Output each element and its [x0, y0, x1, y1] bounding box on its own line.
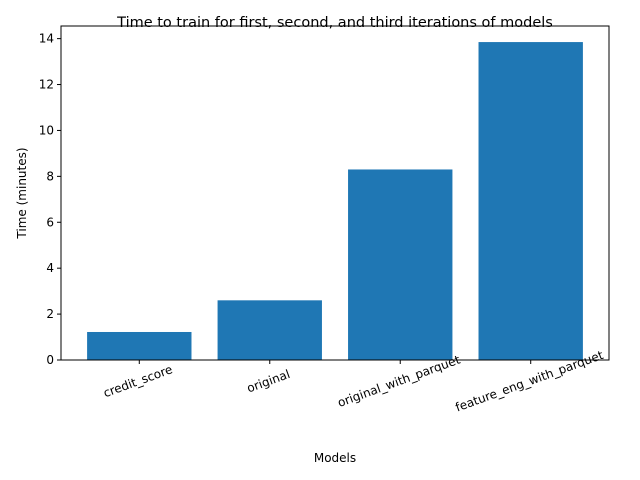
y-tick-label: 12 [39, 78, 54, 92]
y-tick-label: 10 [39, 123, 54, 137]
plot-frame [60, 25, 610, 361]
chart-title: Time to train for first, second, and thi… [116, 15, 553, 31]
y-tick-label: 6 [46, 215, 54, 229]
bar-credit-score [87, 331, 192, 360]
y-tick-label: 2 [46, 307, 54, 321]
bar-original-with-parquet [348, 169, 453, 360]
y-tick-label: 0 [46, 353, 54, 367]
y-tick-label: 14 [39, 32, 54, 46]
bar-feature-eng-with-parquet [478, 42, 583, 360]
y-tick-label: 8 [46, 169, 54, 183]
y-axis-label: Time (minutes) [15, 147, 29, 239]
x-axis-label: Models [314, 451, 356, 465]
y-tick-label: 4 [46, 261, 54, 275]
y-axis: 0 2 4 6 8 10 12 14 [39, 32, 61, 367]
bar-original [217, 300, 322, 360]
bars-layer [87, 42, 583, 360]
